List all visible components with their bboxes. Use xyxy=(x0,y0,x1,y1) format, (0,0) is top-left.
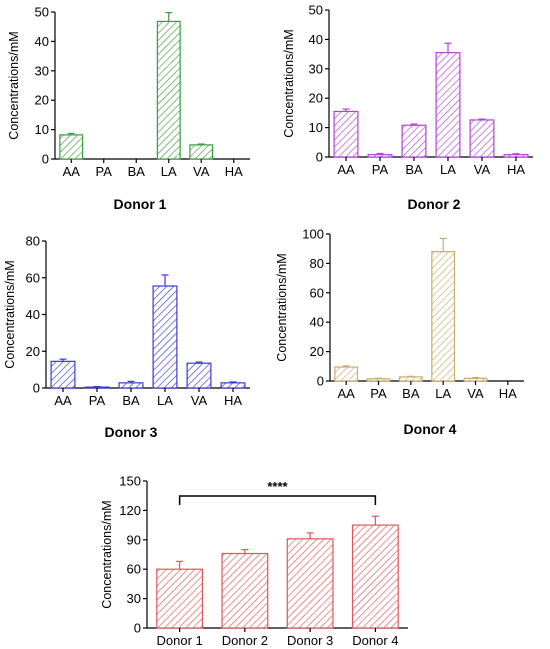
panel-title: Donor 3 xyxy=(105,424,158,440)
y-tick-label: 40 xyxy=(309,32,323,47)
significance-label: **** xyxy=(267,479,288,494)
x-tick-label: LA xyxy=(161,164,177,179)
y-tick-label: 100 xyxy=(302,227,324,242)
bar-aa xyxy=(334,366,359,382)
bar-pa xyxy=(367,154,393,158)
x-tick-label: PA xyxy=(372,162,389,177)
y-tick-label: 30 xyxy=(309,61,323,76)
x-tick-label: AA xyxy=(63,164,81,179)
x-tick-label: HA xyxy=(499,386,517,401)
y-tick-label: 50 xyxy=(309,3,323,18)
bar-donor-4 xyxy=(351,524,399,629)
bar-la xyxy=(435,52,461,158)
y-tick-label: 80 xyxy=(310,256,324,271)
bar-ba xyxy=(401,124,427,158)
bar-va xyxy=(463,377,488,382)
y-tick-label: 90 xyxy=(127,532,141,547)
y-tick-label: 120 xyxy=(119,503,141,518)
bar-pa xyxy=(84,386,110,389)
x-tick-label: AA xyxy=(337,386,355,401)
y-tick-label: 30 xyxy=(35,63,49,78)
x-tick-label: PA xyxy=(89,393,106,408)
chart-donor-3: 0 20 40 60 80 Concentrations/mM AA PA BA LA VA HA Do… xyxy=(3,234,250,440)
x-tick-label: HA xyxy=(225,164,243,179)
chart-donor-4: 0 20 40 60 80 100 Concentrations/mM AA PA BA LA VA H… xyxy=(275,227,524,437)
x-tick-label: LA xyxy=(435,386,451,401)
y-tick-label: 60 xyxy=(310,285,324,300)
y-axis-title: Concentrations/mM xyxy=(275,253,289,361)
y-tick-label: 60 xyxy=(26,270,40,285)
x-tick-label: LA xyxy=(440,162,456,177)
y-tick-label: 80 xyxy=(26,234,40,249)
bar-ba xyxy=(118,382,144,389)
x-tick-label: BA xyxy=(122,393,140,408)
y-tick-label: 30 xyxy=(127,591,141,606)
y-tick-label: 50 xyxy=(35,5,49,20)
x-tick-label: Donor 4 xyxy=(352,633,398,648)
y-axis-title: Concentrations/mM xyxy=(282,29,296,137)
bar-donor-1 xyxy=(156,568,204,629)
y-tick-label: 20 xyxy=(310,344,324,359)
y-tick-label: 0 xyxy=(42,152,49,167)
x-tick-label: Donor 1 xyxy=(157,633,203,648)
x-tick-label: HA xyxy=(224,393,242,408)
x-tick-label: BA xyxy=(402,386,420,401)
y-tick-label: 0 xyxy=(134,621,141,636)
y-tick-label: 0 xyxy=(316,150,323,165)
chart-donor-1: 0 10 20 30 40 50 Concentrations/mM AA PA BA LA VA HA… xyxy=(7,5,250,212)
bar-aa xyxy=(59,134,84,160)
y-tick-label: 0 xyxy=(317,374,324,389)
bar-pa xyxy=(366,378,391,382)
x-tick-label: PA xyxy=(370,386,387,401)
y-tick-label: 20 xyxy=(26,344,40,359)
bar-va xyxy=(189,144,214,160)
bar-ha xyxy=(503,154,529,158)
y-axis-title: Concentrations/mM xyxy=(3,260,17,368)
x-tick-label: VA xyxy=(193,164,210,179)
bar-va xyxy=(186,362,212,389)
bar-donor-2 xyxy=(221,552,269,629)
x-tick-label: BA xyxy=(405,162,423,177)
significance-bracket xyxy=(178,495,377,505)
x-tick-label: LA xyxy=(157,393,173,408)
x-tick-label: AA xyxy=(337,162,355,177)
x-tick-label: VA xyxy=(467,386,484,401)
bar-la xyxy=(431,251,456,382)
y-tick-label: 40 xyxy=(310,315,324,330)
x-tick-label: HA xyxy=(507,162,525,177)
x-tick-label: VA xyxy=(474,162,491,177)
bar-aa xyxy=(333,110,359,158)
x-tick-label: AA xyxy=(54,393,72,408)
bar-aa xyxy=(50,360,76,389)
y-tick-label: 20 xyxy=(309,91,323,106)
y-tick-label: 40 xyxy=(35,34,49,49)
y-tick-label: 20 xyxy=(35,93,49,108)
bar-ba xyxy=(398,376,423,382)
bar-donor-3 xyxy=(286,538,334,629)
x-tick-label: PA xyxy=(96,164,113,179)
y-tick-label: 10 xyxy=(35,122,49,137)
bar-la xyxy=(156,20,181,160)
y-axis-title: Concentrations/mM xyxy=(7,31,21,139)
x-tick-label: Donor 2 xyxy=(222,633,268,648)
chart-donor-2: 0 10 20 30 40 50 Concentrations/mM AA PA BA LA VA HA… xyxy=(282,3,533,212)
x-tick-label: VA xyxy=(191,393,208,408)
bar-la xyxy=(152,285,178,389)
panel-title: Donor 4 xyxy=(404,421,457,437)
bar-ha xyxy=(220,382,246,389)
y-tick-label: 60 xyxy=(127,562,141,577)
y-tick-label: 150 xyxy=(119,474,141,489)
y-axis-title: Concentrations/mM xyxy=(100,500,114,608)
y-tick-label: 40 xyxy=(26,307,40,322)
x-tick-label: BA xyxy=(128,164,146,179)
panel-title: Donor 1 xyxy=(114,196,167,212)
y-tick-label: 10 xyxy=(309,120,323,135)
chart-donor-totals: 0 30 60 90 120 150 Concentrations/mM Donor 1 Don… xyxy=(100,474,408,648)
bar-va xyxy=(469,119,495,158)
x-tick-label: Donor 3 xyxy=(287,633,333,648)
y-tick-label: 0 xyxy=(33,381,40,396)
panel-title: Donor 2 xyxy=(408,196,461,212)
